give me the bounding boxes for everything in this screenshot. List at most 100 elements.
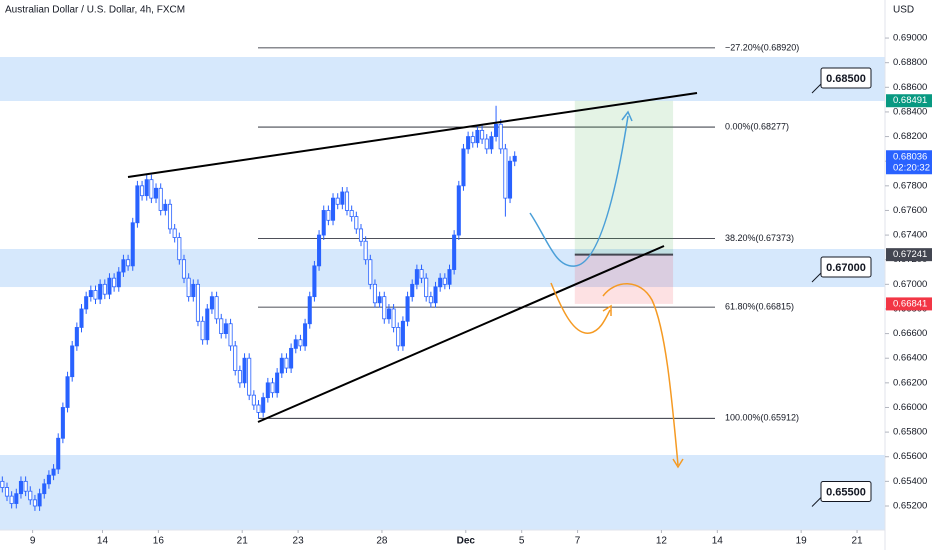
candle-body (9, 495, 14, 504)
candle-body (46, 474, 51, 485)
candle-body (84, 296, 89, 310)
candle-body (242, 357, 247, 384)
candle-body (172, 228, 177, 238)
candle-body (42, 483, 47, 495)
candle-body (358, 228, 364, 242)
candle-body (503, 148, 508, 199)
candle-body (489, 136, 494, 150)
candle-body (349, 210, 354, 218)
y-tick-label: 0.68200 (893, 131, 927, 142)
y-tick-label: 0.68800 (893, 57, 927, 68)
candle-body (14, 493, 19, 504)
candle-body (181, 259, 187, 279)
candle-body (470, 136, 475, 144)
candle-body (419, 269, 424, 279)
candle-body (275, 372, 280, 394)
arrow-up (529, 115, 629, 267)
candle-body (321, 210, 326, 236)
trendline (127, 92, 698, 178)
fib-label: 61.80%(0.66815) (725, 301, 794, 311)
y-tick-label: 0.67000 (893, 279, 927, 290)
candle-body (121, 259, 126, 273)
candle-body (279, 357, 284, 374)
candle-body (126, 259, 131, 267)
countdown: 02:20:32 (893, 162, 930, 173)
zones: 0.68500 0.67000 0.65500 (0, 57, 885, 530)
candle-body (228, 323, 233, 347)
candle-body (414, 269, 419, 285)
y-tick-label: 0.68600 (893, 82, 927, 93)
candle-body (312, 265, 317, 298)
candle-body (186, 277, 191, 298)
candle-body (452, 234, 457, 270)
candle-body (37, 493, 42, 507)
candle-body (498, 123, 503, 150)
candle-body (70, 345, 75, 378)
candle-body (433, 286, 438, 304)
candle-body (386, 308, 391, 320)
candle-body (191, 283, 196, 298)
candle-body (372, 283, 377, 304)
candle-body (0, 480, 5, 488)
x-tick-label: 19 (796, 536, 808, 547)
axes: 0.69000 0.68800 0.68600 0.68400 0.68200 0.680… (30, 33, 932, 547)
candle-body (60, 407, 65, 439)
y-tick-label: 0.66600 (893, 328, 927, 339)
candle-body (74, 327, 79, 347)
candle-body (340, 191, 345, 205)
zone-label-box (820, 481, 872, 503)
x-tick-label: 28 (376, 536, 388, 547)
position (574, 100, 674, 304)
candle-body (209, 296, 214, 310)
y-tick-label: 0.66200 (893, 377, 927, 388)
candle-body (363, 240, 368, 261)
fib-label: 100.00%(0.65912) (725, 413, 799, 423)
zone-label: 0.68500 (826, 73, 866, 85)
x-tick-label: 7 (575, 536, 581, 547)
candle-body (32, 499, 37, 507)
candle-body (28, 490, 33, 501)
candle-body (326, 210, 331, 221)
candle-body (195, 283, 200, 322)
arrowhead (602, 304, 612, 316)
candle-body (158, 187, 163, 211)
candle-body (331, 197, 336, 221)
candle-body (303, 323, 308, 347)
candle-body (102, 283, 107, 295)
candle-body (456, 185, 461, 236)
candle-body (167, 203, 173, 230)
candle-body (461, 148, 466, 187)
axis-unit: USD (893, 5, 914, 16)
candle-body (368, 259, 373, 285)
candle-body (247, 357, 252, 396)
candle-body (438, 277, 443, 288)
y-tick-label: 0.65600 (893, 451, 927, 462)
zone-label-box (820, 67, 872, 89)
candle-body (149, 179, 154, 199)
candle-body (200, 320, 205, 341)
candle-body (79, 308, 84, 328)
zone-pointer (811, 82, 823, 94)
candle-body (442, 277, 447, 285)
candle-body (475, 130, 480, 144)
candle-body (512, 155, 517, 162)
price-badge (886, 297, 932, 311)
zone-label: 0.67000 (826, 262, 866, 274)
trendline (257, 245, 665, 423)
candle-body (223, 323, 228, 334)
price-badge-label: 0.68036 (893, 151, 927, 162)
x-tick-label: 23 (293, 536, 305, 547)
candle-body (205, 308, 210, 341)
candle-body (396, 327, 401, 347)
candles (0, 105, 517, 511)
candle-body (65, 376, 70, 408)
candle-body (480, 130, 485, 140)
candle-body (344, 191, 350, 211)
candle-body (135, 185, 140, 224)
x-tick-label: 16 (153, 536, 165, 547)
candle-body (251, 394, 256, 406)
candle-body (382, 296, 387, 320)
candle-body (354, 216, 359, 230)
candle-body (298, 339, 303, 347)
